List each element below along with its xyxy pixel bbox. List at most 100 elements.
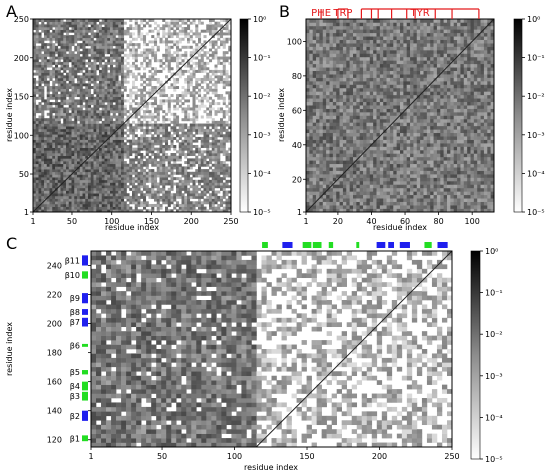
heatmap-cell	[332, 167, 337, 171]
heatmap-cell	[52, 110, 56, 114]
heatmap-cell	[148, 155, 152, 159]
heatmap-cell	[79, 88, 83, 92]
heatmap-cell	[332, 139, 337, 144]
heatmap-cell	[129, 126, 133, 130]
heatmap-cell	[192, 190, 196, 194]
heatmap-cell	[85, 112, 89, 116]
heatmap-cell	[77, 99, 81, 103]
heatmap-cell	[99, 155, 103, 159]
heatmap-cell	[170, 21, 174, 25]
heatmap-cell	[121, 120, 125, 124]
heatmap-cell	[192, 118, 196, 122]
heatmap-cell	[44, 102, 48, 106]
heatmap-cell	[192, 112, 196, 116]
heatmap-cell	[121, 142, 125, 146]
heatmap-cell	[35, 19, 39, 22]
heatmap-cell	[121, 144, 125, 148]
heatmap-cell	[173, 193, 177, 197]
heatmap-cell	[181, 139, 185, 143]
heatmap-cell	[339, 32, 344, 37]
heatmap-cell	[353, 56, 357, 61]
heatmap-cell	[349, 84, 354, 89]
heatmap-cell	[57, 166, 61, 170]
heatmap-cell	[57, 206, 61, 210]
heatmap-cell	[60, 80, 64, 84]
heatmap-cell	[49, 161, 53, 165]
heatmap-cell	[82, 182, 86, 186]
heatmap-cell	[181, 185, 185, 189]
heatmap-cell	[110, 120, 114, 124]
heatmap-cell	[33, 177, 37, 181]
heatmap-cell	[77, 187, 81, 191]
heatmap-cell	[178, 126, 182, 130]
heatmap-cell	[225, 40, 229, 44]
heatmap-cell	[332, 39, 337, 44]
heatmap-cell	[57, 115, 61, 119]
heatmap-cell	[107, 40, 111, 44]
heatmap-cell	[44, 24, 48, 28]
heatmap-cell	[96, 35, 100, 39]
heatmap-cell	[200, 61, 204, 65]
heatmap-cell	[353, 94, 357, 99]
heatmap-cell	[46, 161, 50, 165]
heatmap-cell	[44, 179, 48, 183]
heatmap-cell	[35, 150, 39, 154]
heatmap-cell	[200, 179, 204, 183]
heatmap-cell	[66, 21, 70, 25]
heatmap-cell	[93, 107, 97, 111]
heatmap-cell	[176, 77, 180, 81]
heatmap-cell	[214, 179, 218, 183]
heatmap-cell	[35, 69, 39, 73]
heatmap-cell	[99, 75, 103, 79]
heatmap-cell	[74, 45, 78, 49]
heatmap-cell	[85, 53, 89, 57]
heatmap-cell	[57, 190, 61, 194]
heatmap-cell	[170, 59, 174, 63]
heatmap-cell	[200, 104, 204, 108]
heatmap-cell	[217, 107, 221, 111]
heatmap-cell	[71, 83, 75, 87]
heatmap-cell	[63, 112, 67, 116]
heatmap-cell	[145, 190, 149, 194]
heatmap-cell	[178, 61, 182, 65]
heatmap-cell	[99, 123, 103, 127]
heatmap-cell	[326, 56, 330, 61]
heatmap-cell	[173, 104, 177, 108]
heatmap-cell	[110, 123, 114, 127]
heatmap-cell	[222, 32, 226, 36]
heatmap-cell	[46, 123, 50, 127]
heatmap-cell	[77, 195, 81, 199]
heatmap-cell	[63, 67, 67, 71]
heatmap-cell	[49, 139, 53, 143]
heatmap-cell	[79, 104, 83, 108]
heatmap-cell	[309, 167, 314, 171]
heatmap-cell	[71, 112, 75, 116]
heatmap-cell	[99, 118, 103, 122]
heatmap-cell	[63, 107, 67, 111]
heatmap-cell	[112, 27, 116, 31]
heatmap-cell	[192, 120, 196, 124]
heatmap-cell	[346, 132, 350, 137]
heatmap-cell	[112, 37, 116, 41]
heatmap-cell	[55, 29, 59, 33]
heatmap-cell	[41, 88, 45, 92]
heatmap-cell	[140, 195, 144, 199]
heatmap-cell	[211, 43, 215, 47]
heatmap-cell	[187, 64, 191, 68]
heatmap-cell	[189, 147, 193, 151]
heatmap-cell	[134, 139, 138, 143]
heatmap-cell	[217, 96, 221, 100]
heatmap-cell	[162, 27, 166, 31]
heatmap-cell	[57, 43, 61, 47]
heatmap-cell	[198, 123, 202, 127]
heatmap-cell	[326, 174, 330, 178]
heatmap-cell	[222, 96, 226, 100]
heatmap-cell	[41, 48, 45, 52]
heatmap-cell	[132, 53, 136, 57]
heatmap-cell	[88, 21, 92, 25]
heatmap-cell	[60, 155, 64, 159]
heatmap-cell	[162, 126, 166, 130]
heatmap-cell	[85, 136, 89, 140]
heatmap-cell	[115, 104, 119, 108]
heatmap-cell	[306, 174, 310, 178]
